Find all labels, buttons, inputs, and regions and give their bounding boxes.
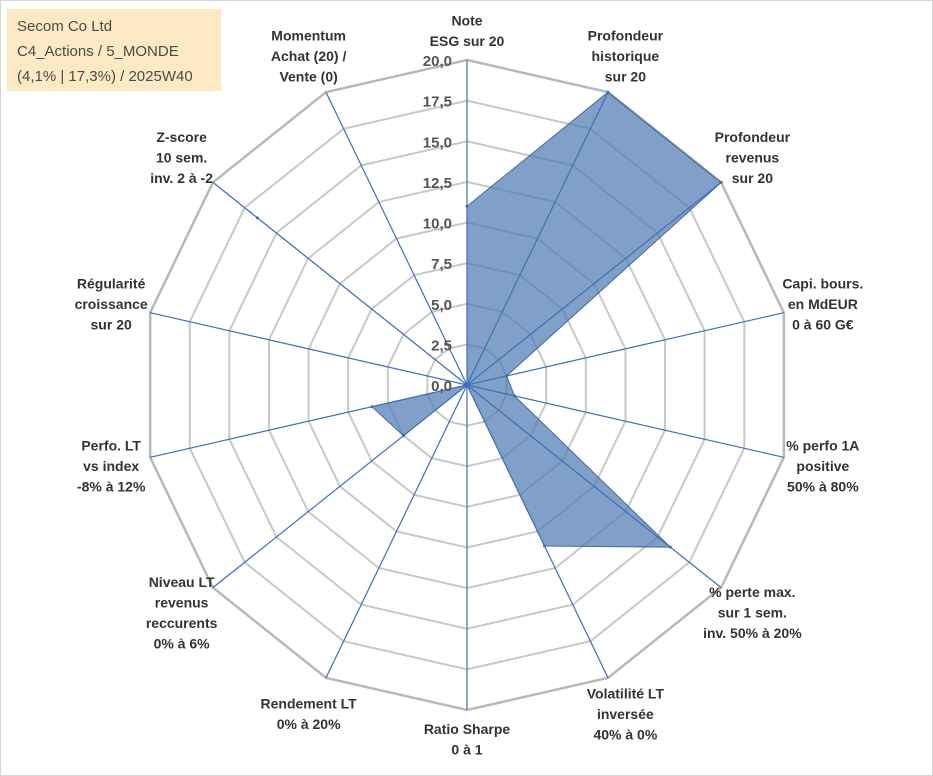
spoke-1 bbox=[466, 91, 609, 386]
axis-label-8: Rendement LT 0% à 20% bbox=[261, 696, 358, 733]
axis-label-line: inv. 50% à 20% bbox=[703, 625, 802, 641]
axis-label-11: Régularité croissance sur 20 bbox=[75, 275, 148, 332]
spoke-5 bbox=[466, 384, 722, 589]
axis-label-line: Niveau LT bbox=[149, 574, 215, 590]
axis-label-line: Achat (20) / bbox=[271, 48, 347, 64]
axis-label-12: Z-score 10 sem. inv. 2 à -2 bbox=[150, 129, 213, 186]
axis-label-line: croissance bbox=[75, 296, 148, 312]
spoke-2 bbox=[466, 181, 722, 386]
radar-axis-labels: Note ESG sur 20 Profondeur historique sur 20… bbox=[75, 13, 864, 758]
axis-label-10: Perfo. LT vs index -8% à 12% bbox=[77, 438, 146, 495]
axis-label-line: Z-score bbox=[156, 129, 207, 145]
axis-label-line: 50% à 80% bbox=[787, 479, 859, 495]
chart-info-box: Secom Co Ltd C4_Actions / 5_MONDE (4,1% … bbox=[7, 9, 221, 91]
axis-label-line: revenus bbox=[726, 149, 780, 165]
axis-label-line: en MdEUR bbox=[788, 296, 858, 312]
tick-label: 15,0 bbox=[423, 134, 452, 151]
axis-label-line: 0 à 60 G€ bbox=[792, 316, 854, 332]
axis-label-line: sur 1 sem. bbox=[718, 605, 787, 621]
tick-label: 12,5 bbox=[423, 175, 452, 192]
portfolio-name: C4_Actions / 5_MONDE bbox=[17, 43, 179, 60]
axis-label-line: historique bbox=[592, 48, 660, 64]
axis-label-line: Vente (0) bbox=[279, 69, 337, 85]
axis-label-2: Profondeur revenus sur 20 bbox=[715, 129, 791, 186]
axis-label-line: Ratio Sharpe bbox=[424, 721, 511, 737]
axis-label-5: % perte max. sur 1 sem. inv. 50% à 20% bbox=[703, 584, 802, 641]
axis-label-line: sur 20 bbox=[605, 69, 646, 85]
radar-spokes bbox=[150, 60, 784, 710]
axis-label-9: Niveau LT revenus reccurents 0% à 6% bbox=[146, 574, 218, 652]
performance-week: (4,1% | 17,3%) / 2025W40 bbox=[17, 68, 193, 85]
company-name: Secom Co Ltd bbox=[17, 18, 113, 35]
spoke-12 bbox=[212, 181, 468, 386]
axis-label-1: Profondeur historique sur 20 bbox=[588, 28, 664, 85]
axis-label-4: % perfo 1A positive 50% à 80% bbox=[786, 438, 859, 495]
tick-label: 10,0 bbox=[423, 216, 452, 233]
axis-label-line: % perfo 1A bbox=[786, 438, 859, 454]
tick-label: 0,0 bbox=[431, 378, 452, 395]
axis-label-line: Capi. bours. bbox=[782, 275, 863, 291]
series-area bbox=[257, 91, 722, 548]
spoke-6 bbox=[466, 384, 609, 679]
axis-label-line: Volatilité LT bbox=[587, 685, 665, 701]
tick-label: 7,5 bbox=[431, 256, 452, 273]
spoke-8 bbox=[325, 384, 468, 679]
axis-label-line: 0 à 1 bbox=[451, 742, 482, 758]
radar-tick-labels: 0,0 2,5 5,0 7,5 10,0 12,5 15,0 17,5 20,0 bbox=[423, 53, 452, 395]
tick-label: 20,0 bbox=[423, 53, 452, 70]
axis-label-line: Rendement LT bbox=[261, 696, 358, 712]
axis-label-0: Note ESG sur 20 bbox=[430, 13, 505, 50]
axis-label-line: sur 20 bbox=[732, 170, 773, 186]
axis-label-line: reccurents bbox=[146, 615, 218, 631]
axis-label-line: 10 sem. bbox=[156, 149, 207, 165]
axis-label-line: vs index bbox=[83, 458, 139, 474]
axis-label-line: revenus bbox=[155, 594, 209, 610]
axis-label-line: 40% à 0% bbox=[593, 726, 657, 742]
spoke-3 bbox=[466, 312, 784, 386]
axis-label-line: positive bbox=[796, 458, 849, 474]
axis-label-line: Momentum bbox=[271, 28, 346, 44]
axis-label-6: Volatilité LT inversée 40% à 0% bbox=[587, 685, 665, 742]
axis-label-line: Note bbox=[451, 13, 482, 29]
spoke-4 bbox=[466, 384, 784, 458]
axis-label-line: % perte max. bbox=[709, 584, 795, 600]
axis-label-line: sur 20 bbox=[91, 316, 132, 332]
axis-label-line: ESG sur 20 bbox=[430, 33, 505, 49]
axis-label-line: Perfo. LT bbox=[81, 438, 141, 454]
radar-series-layer bbox=[255, 90, 723, 549]
tick-label: 17,5 bbox=[423, 94, 452, 111]
axis-label-7: Ratio Sharpe 0 à 1 bbox=[424, 721, 511, 758]
axis-label-line: Régularité bbox=[77, 275, 146, 291]
spoke-10 bbox=[150, 384, 468, 458]
axis-label-line: inversée bbox=[597, 706, 654, 722]
axis-label-13: Momentum Achat (20) / Vente (0) bbox=[271, 28, 347, 85]
spoke-9 bbox=[212, 384, 468, 589]
axis-label-line: inv. 2 à -2 bbox=[150, 170, 213, 186]
spoke-11 bbox=[150, 312, 468, 386]
axis-label-line: -8% à 12% bbox=[77, 479, 146, 495]
axis-label-line: Profondeur bbox=[715, 129, 791, 145]
tick-label: 5,0 bbox=[431, 297, 452, 314]
axis-label-line: 0% à 20% bbox=[277, 716, 341, 732]
axis-label-line: Profondeur bbox=[588, 28, 664, 44]
axis-label-line: 0% à 6% bbox=[154, 635, 211, 651]
spoke-13 bbox=[325, 91, 468, 386]
tick-label: 2,5 bbox=[431, 337, 452, 354]
axis-label-3: Capi. bours. en MdEUR 0 à 60 G€ bbox=[782, 275, 863, 332]
